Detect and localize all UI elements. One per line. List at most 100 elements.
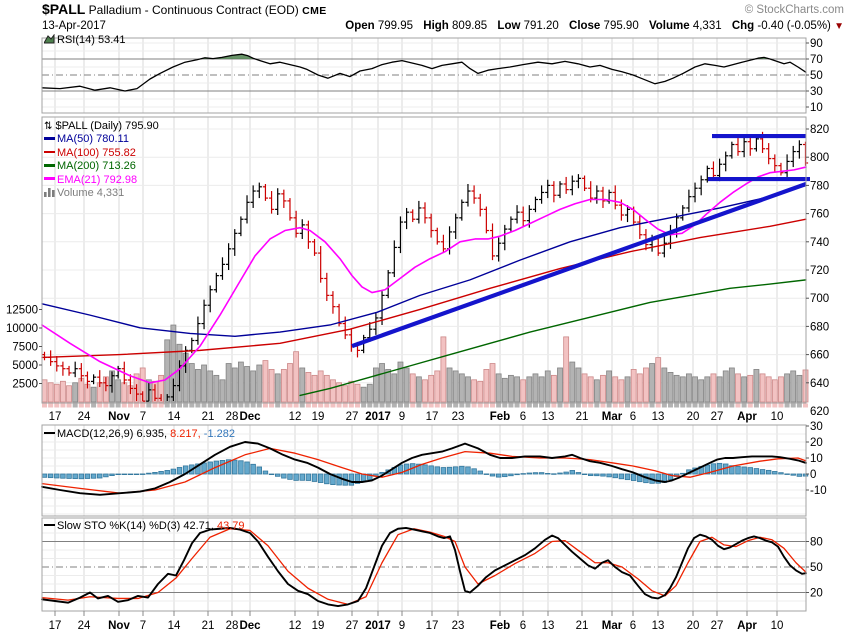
rsi-area-icon: [43, 33, 55, 48]
daily-direction-strip: [42, 403, 808, 408]
rsi-legend: RSI(14) 53.41: [43, 33, 126, 48]
svg-text:6: 6: [520, 620, 526, 632]
svg-text:9: 9: [399, 620, 405, 632]
svg-text:10: 10: [810, 102, 823, 114]
ma200-legend-label: MA(200) 713.26: [57, 160, 136, 173]
slow-sto-panel: [41, 526, 807, 608]
svg-text:21: 21: [202, 620, 215, 632]
ma50-legend-label: MA(50) 780.11: [57, 133, 129, 146]
down-triangle-icon: ▼: [834, 21, 844, 32]
svg-text:30: 30: [810, 86, 823, 98]
chart-header: $PALL Palladium - Continuous Contract (E…: [42, 1, 844, 35]
svg-text:Nov: Nov: [108, 411, 130, 423]
svg-text:12500: 12500: [6, 305, 38, 317]
ema21-swatch-icon: [44, 177, 55, 181]
svg-text:21: 21: [576, 411, 589, 423]
svg-text:27: 27: [346, 620, 359, 632]
chg-value: -0.40 (-0.05%): [757, 20, 831, 32]
svg-text:17: 17: [49, 411, 62, 423]
close-value: 795.90: [603, 20, 639, 32]
svg-text:Mar: Mar: [602, 411, 623, 423]
svg-text:14: 14: [168, 411, 181, 423]
volume-label: Volume: [648, 20, 690, 32]
sto-legend-label: Slow STO %K(14) %D(3) 42.71,: [57, 520, 214, 532]
macd-signal-value: 8.217,: [170, 428, 201, 440]
svg-text:2017: 2017: [365, 620, 391, 632]
svg-text:6: 6: [630, 411, 636, 423]
svg-text:7: 7: [140, 620, 146, 632]
svg-text:780: 780: [810, 180, 829, 192]
svg-text:24: 24: [78, 411, 91, 423]
ma100-swatch-icon: [44, 150, 55, 154]
svg-text:Mar: Mar: [602, 620, 623, 632]
svg-text:50: 50: [810, 562, 823, 574]
volume-bars-icon: [44, 188, 55, 201]
svg-text:70: 70: [810, 54, 823, 66]
svg-text:5000: 5000: [12, 360, 38, 372]
volume-value: 4,331: [692, 20, 722, 32]
ma100-legend-label: MA(100) 755.82: [57, 146, 136, 159]
svg-text:19: 19: [312, 620, 325, 632]
svg-text:20: 20: [810, 437, 823, 449]
svg-text:Nov: Nov: [108, 620, 130, 632]
svg-text:820: 820: [810, 124, 829, 136]
svg-text:90: 90: [810, 38, 823, 50]
svg-text:0: 0: [810, 469, 816, 481]
svg-text:640: 640: [810, 378, 829, 390]
close-label: Close: [569, 20, 601, 32]
low-label: Low: [497, 20, 521, 32]
svg-text:12: 12: [289, 411, 302, 423]
svg-text:9: 9: [399, 411, 405, 423]
macd-legend: MACD(12,26,9) 6.935, 8.217, -1.282: [44, 428, 235, 441]
svg-text:10: 10: [771, 411, 784, 423]
svg-text:30: 30: [810, 421, 823, 433]
svg-text:27: 27: [711, 411, 724, 423]
svg-text:6: 6: [520, 411, 526, 423]
macd-hist-value: -1.282: [203, 428, 235, 440]
moving-averages: [41, 166, 807, 397]
open-label: Open: [345, 20, 375, 32]
instrument-description: Palladium - Continuous Contract (EOD): [88, 3, 299, 17]
svg-text:Dec: Dec: [239, 411, 261, 423]
chart-date: 13-Apr-2017: [42, 20, 106, 32]
sto-d-value: 43.79: [216, 520, 245, 532]
svg-text:80: 80: [810, 537, 823, 549]
main-legend: ⇅ $PALL (Daily) 795.90 MA(50) 780.11 MA(…: [44, 120, 159, 201]
svg-text:6: 6: [630, 620, 636, 632]
svg-text:17: 17: [426, 620, 439, 632]
macd-panel: [41, 441, 809, 496]
annotations: [351, 133, 810, 349]
svg-text:Feb: Feb: [490, 620, 510, 632]
svg-text:660: 660: [810, 350, 829, 362]
svg-text:13: 13: [652, 411, 665, 423]
sto-legend: Slow STO %K(14) %D(3) 42.71, 43.79: [44, 520, 245, 533]
svg-text:13: 13: [542, 620, 555, 632]
svg-text:2500: 2500: [12, 379, 38, 391]
rsi-legend-label: RSI(14) 53.41: [57, 34, 126, 46]
ma50-swatch-icon: [44, 137, 55, 140]
svg-text:24: 24: [78, 620, 91, 632]
volume-bars: [41, 324, 809, 403]
price-style-icon: ⇅: [44, 121, 53, 132]
svg-text:28: 28: [226, 620, 239, 632]
svg-text:13: 13: [652, 620, 665, 632]
svg-text:7: 7: [140, 411, 146, 423]
svg-text:14: 14: [168, 620, 181, 632]
svg-text:2017: 2017: [365, 411, 391, 423]
axis-labels: 9070503010820800780760740720700680660640…: [6, 38, 829, 600]
svg-text:20: 20: [810, 588, 823, 600]
price-title: $PALL (Daily) 795.90: [55, 120, 159, 132]
svg-text:19: 19: [312, 411, 325, 423]
svg-text:27: 27: [346, 411, 359, 423]
svg-text:7500: 7500: [12, 342, 38, 354]
svg-text:760: 760: [810, 209, 829, 221]
date-axis: 17172424NovNov77141421212828DecDec121219…: [49, 411, 784, 632]
svg-text:700: 700: [810, 293, 829, 305]
rsi-panel: [41, 53, 807, 92]
svg-text:21: 21: [576, 620, 589, 632]
svg-text:20: 20: [687, 620, 700, 632]
svg-text:10: 10: [771, 620, 784, 632]
svg-text:17: 17: [426, 411, 439, 423]
svg-text:Feb: Feb: [490, 411, 510, 423]
svg-text:23: 23: [452, 620, 465, 632]
